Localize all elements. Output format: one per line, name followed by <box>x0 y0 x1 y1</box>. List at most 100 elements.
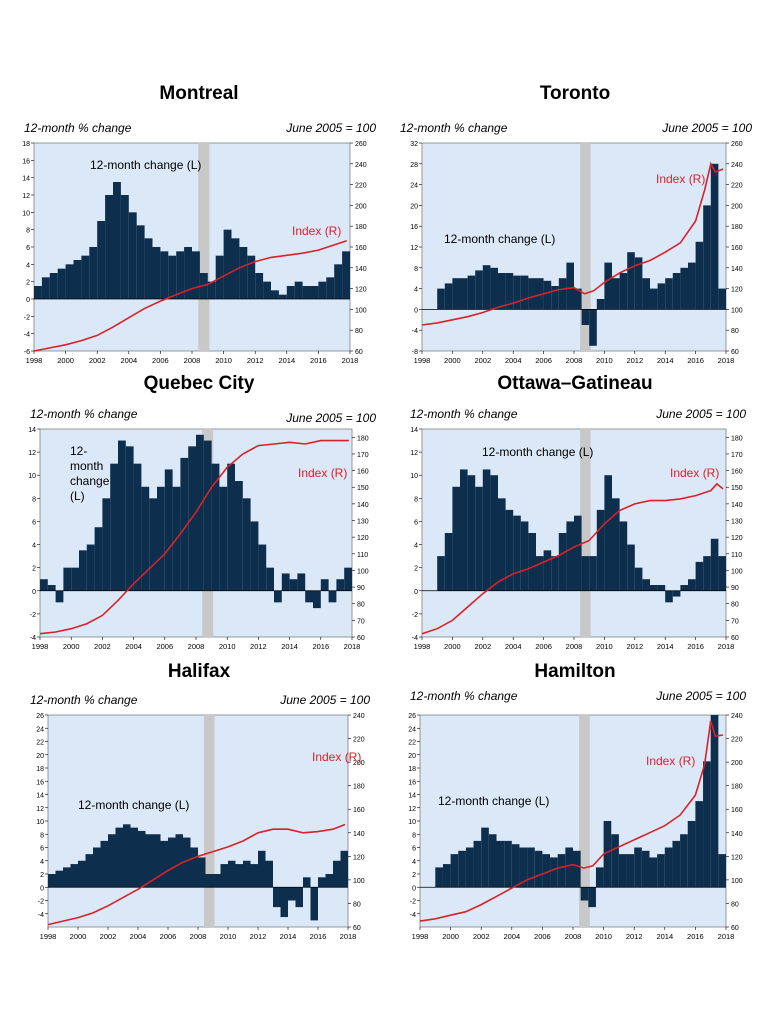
x-tick-label: 2004 <box>125 642 142 651</box>
bar <box>34 286 42 299</box>
index-line <box>47 823 346 926</box>
panel-halifax: Halifax 12-month % change June 2005 = 10… <box>22 661 376 951</box>
bar <box>289 579 298 591</box>
bar <box>467 275 476 310</box>
bar <box>604 262 612 310</box>
right-tick-label: 150 <box>357 485 369 492</box>
recession-band <box>198 143 210 351</box>
left-tick-label: 4 <box>40 859 44 866</box>
bar <box>160 251 169 299</box>
bar <box>295 887 303 908</box>
right-tick-label: 260 <box>731 141 743 148</box>
chart-ottawa-gatineau: -4 -2 0 2 4 6 8 10 12 14 60 70 80 90 100 110 120 130 140 15… <box>410 427 743 651</box>
x-tick-label: 2000 <box>442 932 459 941</box>
bar <box>223 229 232 299</box>
bar <box>649 857 658 888</box>
bar <box>192 251 200 299</box>
right-tick-label: 110 <box>357 552 368 559</box>
left-tick-label: 8 <box>414 266 418 273</box>
bar <box>164 469 173 591</box>
bar <box>718 288 726 310</box>
x-tick-label: 2012 <box>626 642 643 651</box>
bar <box>710 538 719 591</box>
left-tick-label: 8 <box>414 496 418 503</box>
bar <box>250 864 258 888</box>
bar <box>118 440 126 591</box>
bar <box>49 273 58 299</box>
left-tick-label: 32 <box>410 141 418 148</box>
bar <box>138 830 146 888</box>
bar <box>168 837 176 888</box>
left-tick-label: -8 <box>412 349 418 356</box>
bar <box>336 579 345 591</box>
right-tick-label: 90 <box>357 585 365 592</box>
right-tick-label: 150 <box>731 485 743 492</box>
bar <box>133 463 142 591</box>
x-tick-label: 2016 <box>687 356 704 365</box>
bar <box>288 887 296 901</box>
right-tick-label: 80 <box>731 328 739 335</box>
line-series-label: Index (R) <box>312 750 361 764</box>
bar <box>551 556 559 591</box>
bar <box>273 887 281 908</box>
panel-quebec-city: Quebec City 12-month % change June 2005 … <box>22 373 376 663</box>
bar <box>627 544 635 591</box>
left-tick-label: 6 <box>412 846 416 853</box>
left-tick-label: 16 <box>22 158 30 165</box>
index-line <box>33 240 348 352</box>
bar <box>603 821 612 888</box>
bar <box>333 860 341 888</box>
left-tick-label: -2 <box>30 612 36 619</box>
left-tick-label: 14 <box>410 427 418 434</box>
bar <box>718 854 726 888</box>
x-tick-label: 1998 <box>26 356 43 365</box>
bar <box>513 515 521 591</box>
right-tick-label: 260 <box>355 141 367 148</box>
bar <box>672 840 681 888</box>
chart-title: Hamilton <box>534 661 616 682</box>
bar <box>318 281 327 299</box>
left-tick-label: 0 <box>412 885 416 892</box>
bar <box>136 225 145 299</box>
bar-series-label: 12-month change (L) <box>444 232 555 246</box>
bar <box>228 860 236 888</box>
left-tick-label: 2 <box>32 566 36 573</box>
right-axis-label: June 2005 = 100 <box>286 121 376 135</box>
right-tick-label: 180 <box>357 435 369 442</box>
bar <box>695 561 704 591</box>
right-tick-label: 160 <box>731 807 743 814</box>
bar <box>102 498 111 591</box>
bar <box>581 309 590 325</box>
left-tick-label: 18 <box>36 766 44 773</box>
right-tick-label: 80 <box>357 602 365 609</box>
right-tick-label: 200 <box>731 760 743 767</box>
bar <box>280 887 288 918</box>
bar <box>558 533 567 591</box>
bar <box>665 278 673 310</box>
bar-series-label-line: month <box>70 459 103 473</box>
left-tick-label: 6 <box>32 519 36 526</box>
bar <box>565 847 573 888</box>
x-tick-label: 2002 <box>474 642 491 651</box>
left-tick-label: 12 <box>28 450 36 457</box>
left-tick-label: 0 <box>414 589 418 596</box>
x-tick-label: 1998 <box>414 642 431 651</box>
right-tick-label: 240 <box>353 713 365 720</box>
x-tick-label: 2006 <box>534 932 551 941</box>
x-tick-label: 2012 <box>626 356 643 365</box>
left-tick-label: 16 <box>408 779 416 786</box>
right-axis-label: June 2005 = 100 <box>280 693 370 707</box>
bar <box>207 281 216 299</box>
bar <box>435 867 443 888</box>
bar <box>305 590 313 603</box>
bar <box>55 870 63 888</box>
right-tick-label: 60 <box>353 925 361 932</box>
index-line <box>421 482 724 635</box>
bar <box>672 273 681 310</box>
x-tick-label: 2012 <box>250 932 267 941</box>
bar <box>596 299 605 310</box>
bar <box>258 544 267 591</box>
bar <box>589 309 597 346</box>
bar <box>627 252 635 310</box>
bar <box>467 475 476 591</box>
